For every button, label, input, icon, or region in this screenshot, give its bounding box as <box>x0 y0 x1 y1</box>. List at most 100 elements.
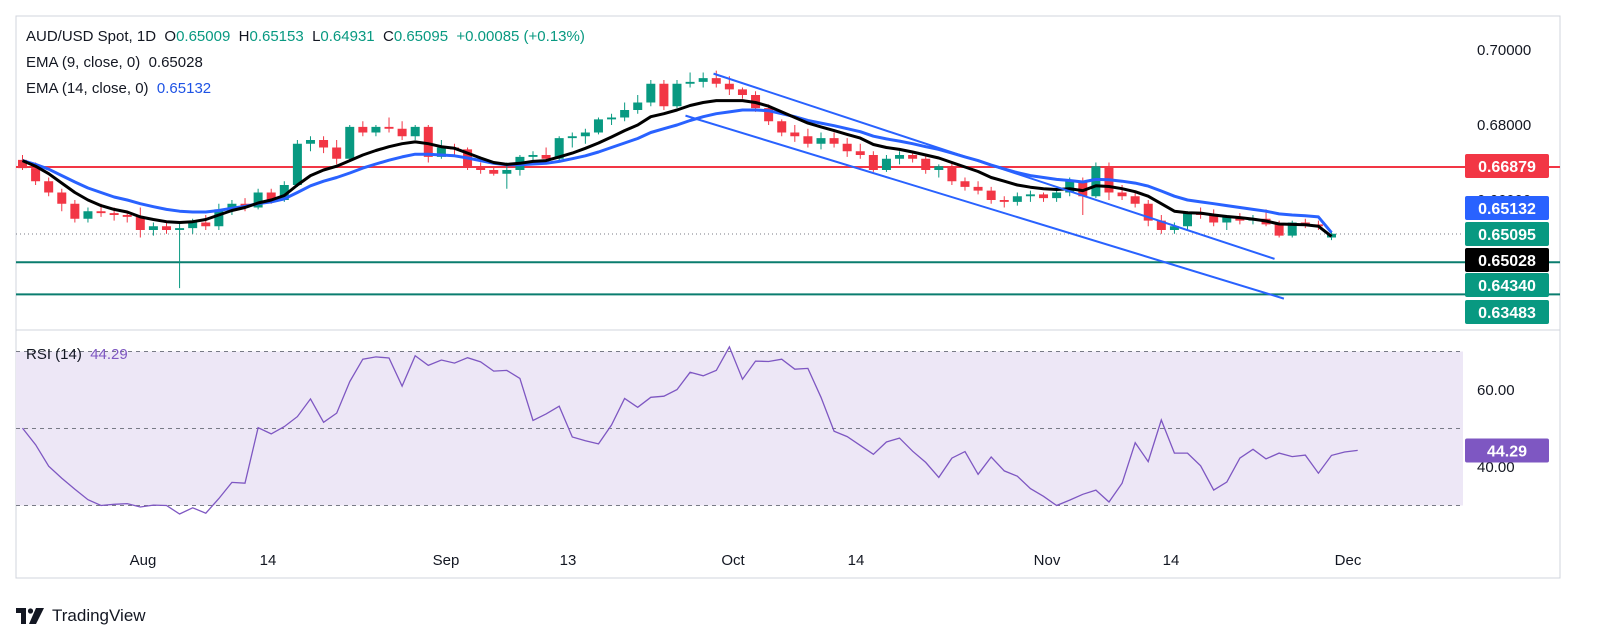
price-marker-label: 0.66879 <box>1478 159 1536 176</box>
price-markers: 0.66879 0.65132 0.65095 0.65028 0.64340 0.634… <box>1465 154 1549 463</box>
candle-body <box>1091 166 1101 197</box>
candle-body <box>607 117 617 120</box>
candle-body <box>371 126 381 133</box>
candle-body <box>1183 213 1193 227</box>
candle-body <box>135 216 145 230</box>
candle-body <box>554 138 564 159</box>
candle <box>345 125 355 161</box>
candle-body <box>528 155 538 157</box>
candle <box>410 125 420 140</box>
candle <box>986 186 996 204</box>
candle <box>384 117 394 133</box>
candle <box>816 132 826 150</box>
ema14-legend: EMA (14, close, 0) 0.65132 <box>26 80 211 97</box>
price-marker: 0.65028 <box>1465 248 1549 272</box>
candle-body <box>777 121 787 133</box>
candle <box>973 181 983 195</box>
candle <box>711 70 721 88</box>
candle <box>175 222 185 289</box>
candle-body <box>489 170 499 174</box>
candle <box>332 140 342 165</box>
candle <box>960 177 970 191</box>
candle <box>646 80 656 107</box>
candle <box>567 132 577 148</box>
low-label: L <box>312 28 321 45</box>
candle-body <box>829 138 839 144</box>
rsi-label: RSI (14) <box>26 346 82 363</box>
candle-body <box>1222 216 1232 223</box>
candle-body <box>764 108 774 122</box>
candle-body <box>986 190 996 200</box>
candle <box>593 117 603 135</box>
candle <box>1039 192 1049 202</box>
candle-body <box>908 155 918 159</box>
low-value: 0.64931 <box>320 28 375 45</box>
candle-body <box>816 138 826 144</box>
candle <box>319 136 329 154</box>
candle <box>135 207 145 238</box>
candle <box>1025 190 1035 202</box>
candle <box>790 125 800 142</box>
candle-body <box>1209 215 1219 223</box>
candle <box>620 102 630 122</box>
candle-body <box>855 151 865 155</box>
candle <box>934 164 944 178</box>
candle <box>685 72 695 88</box>
candle <box>1169 222 1179 234</box>
candle-body <box>1078 181 1088 197</box>
candle-body <box>109 213 119 215</box>
price-marker-bg <box>1465 222 1549 246</box>
price-tick-label: 0.70000 <box>1477 42 1531 59</box>
candle <box>659 80 669 110</box>
candle <box>1156 215 1166 234</box>
candle-body <box>188 222 198 229</box>
candle <box>397 121 407 140</box>
candle-body <box>803 136 813 144</box>
candle-body <box>960 181 970 187</box>
candle <box>921 155 931 174</box>
channel-lower-line <box>685 114 1285 300</box>
candle-body <box>436 147 446 157</box>
candle <box>57 188 67 212</box>
price-marker: 0.66879 <box>1465 154 1549 178</box>
candle <box>161 222 171 234</box>
candle <box>18 155 27 170</box>
symbol-label: AUD/USD Spot, 1D <box>26 28 157 45</box>
candle-body <box>358 126 368 133</box>
price-pane[interactable] <box>16 70 1560 300</box>
candle-body <box>567 136 577 139</box>
price-marker: 0.63483 <box>1465 300 1549 324</box>
open-label: O <box>164 28 177 45</box>
candle <box>1209 209 1219 227</box>
candle-body <box>999 200 1009 202</box>
candle <box>305 136 315 152</box>
candle-body <box>345 126 355 159</box>
time-tick-label: Oct <box>721 552 745 569</box>
candle-body <box>1143 203 1153 221</box>
candle-body <box>620 110 630 118</box>
price-marker: 0.64340 <box>1465 273 1549 297</box>
candle-body <box>279 185 289 200</box>
rsi-pane[interactable] <box>16 345 1463 515</box>
candle <box>895 151 905 165</box>
candle-body <box>476 166 486 170</box>
candle-body <box>423 126 433 157</box>
candle <box>1052 190 1062 202</box>
candle <box>148 222 158 236</box>
candle <box>947 162 957 185</box>
candle-body <box>253 192 263 208</box>
price-marker-label: 0.65095 <box>1478 227 1536 244</box>
candle <box>371 125 381 137</box>
time-tick-label: Sep <box>433 552 460 569</box>
candle <box>607 113 617 125</box>
ema9-value: 0.65028 <box>148 54 203 71</box>
time-tick-label: 14 <box>1163 552 1180 569</box>
price-marker-bg <box>1465 300 1549 324</box>
candle-body <box>541 155 551 159</box>
tradingview-brand[interactable]: TradingView <box>16 606 146 626</box>
ema14-label: EMA (14, close, 0) <box>26 80 149 97</box>
candle-body <box>580 132 590 137</box>
candle-body <box>18 159 27 169</box>
candle <box>777 119 787 137</box>
candle <box>1183 211 1193 230</box>
